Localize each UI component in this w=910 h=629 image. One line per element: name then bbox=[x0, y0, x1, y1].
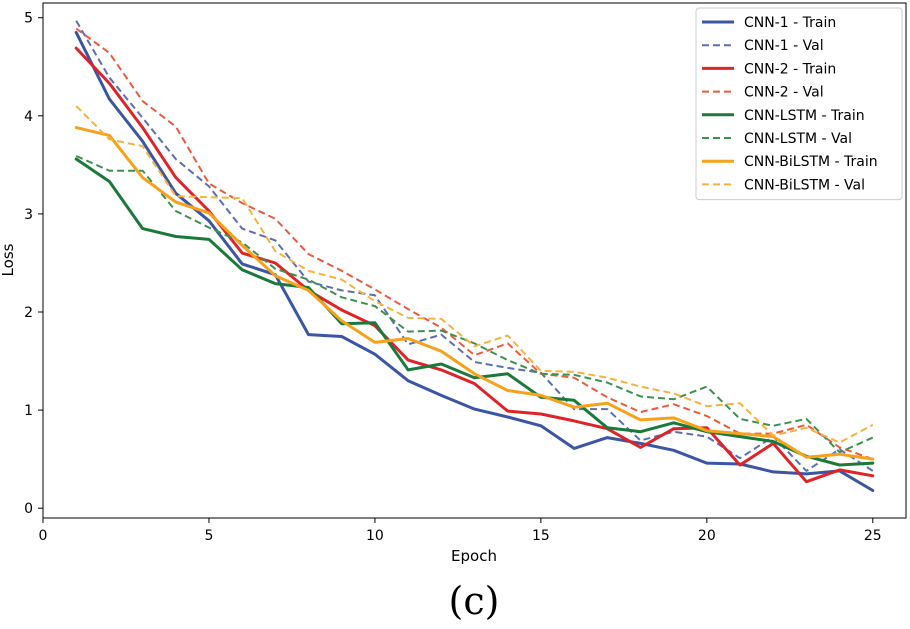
legend-entry-cnn-lstm-train: CNN-LSTM - Train bbox=[702, 108, 865, 124]
x-tick-label: 20 bbox=[698, 528, 716, 544]
series-line-cnn-lstm-train bbox=[74, 157, 875, 467]
axes-frame bbox=[42, 2, 907, 519]
y-tick-label: 3 bbox=[24, 207, 33, 223]
x-tick-label: 25 bbox=[864, 528, 882, 544]
x-tick-label: 15 bbox=[532, 528, 550, 544]
series-line-cnn-bilstm-val bbox=[75, 105, 874, 444]
y-tick-label: 4 bbox=[24, 109, 33, 125]
series-line-cnn-2-train bbox=[74, 46, 875, 484]
y-tick-label: 2 bbox=[24, 305, 33, 321]
legend-label: CNN-2 - Train bbox=[744, 61, 836, 77]
legend-entry-cnn-2-val: CNN-2 - Val bbox=[702, 85, 824, 101]
y-axis-label: Loss bbox=[0, 243, 17, 276]
legend-entry-cnn-bilstm-train: CNN-BiLSTM - Train bbox=[702, 154, 878, 170]
legend-entry-cnn-lstm-val: CNN-LSTM - Val bbox=[702, 131, 852, 147]
x-tick-label: 0 bbox=[39, 528, 48, 544]
x-tick-label: 5 bbox=[205, 528, 214, 544]
legend-label: CNN-1 - Train bbox=[744, 15, 836, 31]
legend-entry-cnn-bilstm-val: CNN-BiLSTM - Val bbox=[702, 177, 865, 193]
tick-layer: 0 5 10 15 20 25 0 1 2 3 4 5 bbox=[24, 11, 882, 544]
plot-area: 0 5 10 15 20 25 0 1 2 3 4 5 bbox=[24, 2, 907, 544]
x-axis-label: Epoch bbox=[451, 547, 497, 565]
y-tick-label: 0 bbox=[24, 501, 33, 517]
legend-label: CNN-BiLSTM - Train bbox=[744, 154, 878, 170]
series-line-cnn-lstm-val bbox=[75, 155, 874, 454]
legend-entry-cnn-1-train: CNN-1 - Train bbox=[702, 15, 836, 31]
y-tick-label: 1 bbox=[24, 403, 33, 419]
series-line-cnn-bilstm-train bbox=[74, 126, 875, 461]
x-tick-label: 10 bbox=[366, 528, 384, 544]
legend-entry-cnn-2-train: CNN-2 - Train bbox=[702, 61, 836, 77]
y-tick-label: 5 bbox=[24, 11, 33, 27]
figure-caption: (c) bbox=[449, 579, 500, 623]
legend-entry-cnn-1-val: CNN-1 - Val bbox=[702, 38, 824, 54]
legend: CNN-1 - Train CNN-1 - Val CNN-2 - Train CNN… bbox=[695, 7, 903, 201]
legend-box bbox=[695, 7, 903, 201]
legend-label: CNN-2 - Val bbox=[744, 85, 824, 101]
series-layer bbox=[74, 20, 875, 492]
legend-label: CNN-BiLSTM - Val bbox=[744, 177, 865, 193]
legend-label: CNN-1 - Val bbox=[744, 38, 824, 54]
legend-label: CNN-LSTM - Train bbox=[744, 108, 865, 124]
legend-label: CNN-LSTM - Val bbox=[744, 131, 852, 147]
series-line-cnn-1-val bbox=[75, 20, 874, 472]
